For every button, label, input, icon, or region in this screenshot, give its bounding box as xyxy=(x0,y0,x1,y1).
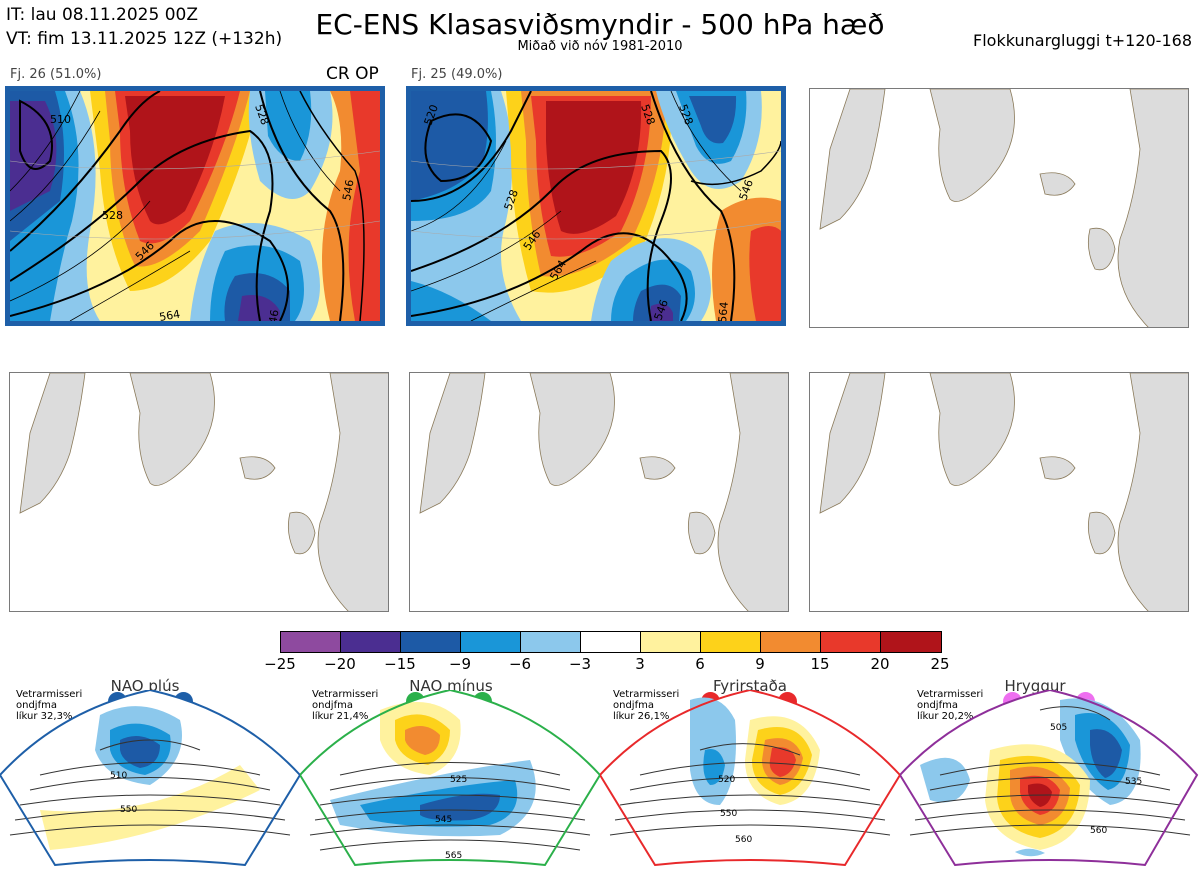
cluster-1-field: 510 528 528 546 564 546 546 546 5 xyxy=(10,91,380,321)
regime-1-contour-label: 550 xyxy=(120,805,137,815)
valid-time: VT: fim 13.11.2025 12Z (+132h) xyxy=(6,29,283,49)
colorbar-tick-label: −3 xyxy=(568,655,592,673)
colorbar-segment xyxy=(281,632,341,652)
landmass xyxy=(819,89,1188,327)
landmass xyxy=(819,373,1188,611)
cluster-1-label: Fj. 26 (51.0%) xyxy=(10,67,102,82)
cluster-1-map[interactable]: 510 528 528 546 564 546 546 546 5 xyxy=(5,86,385,326)
regime-1-title: NAO plús xyxy=(110,677,180,695)
regime-3-info-season: Vetrarmisseri xyxy=(613,689,680,700)
cluster-2-label: Fj. 25 (49.0%) xyxy=(411,67,503,82)
cluster-2-map[interactable]: 520 528 528 546 564 546 546 528 564 xyxy=(406,86,786,326)
colorbar-tick-label: −20 xyxy=(324,655,356,673)
colorbar-tick-label: 9 xyxy=(755,655,765,673)
clustering-window: Flokkunargluggi t+120-168 xyxy=(973,31,1192,50)
regime-4-contour-label: 535 xyxy=(1125,777,1142,787)
colorbar-segment xyxy=(761,632,821,652)
landmass xyxy=(419,373,788,611)
cluster-2-contour-label: 546 xyxy=(652,298,671,321)
regime-1-info-probability: líkur 32,3% xyxy=(16,711,73,722)
regime-1-contour-label: 510 xyxy=(110,771,127,781)
regime-4-map: 505 535 560 xyxy=(900,690,1199,867)
empty-map-2 xyxy=(9,372,389,612)
colorbar-tick-label: 6 xyxy=(695,655,705,673)
page-subtitle: Miðað við nóv 1981-2010 xyxy=(517,39,683,54)
regime-3-map: 520 550 560 xyxy=(600,690,902,867)
regime-1-info-season: Vetrarmisseri xyxy=(16,689,83,700)
colorbar-tick-label: 20 xyxy=(870,655,890,673)
regime-4-info-probability: líkur 20,2% xyxy=(917,711,974,722)
colorbar-segment xyxy=(641,632,701,652)
regime-2-contour-label: 565 xyxy=(445,851,462,861)
regime-3-info: Vetrarmisseri ondjfma líkur 26,1% xyxy=(613,689,679,722)
regime-2-title: NAO mínus xyxy=(409,677,493,695)
regime-3-info-probability: líkur 26,1% xyxy=(613,711,670,722)
cluster-1-contour-label: 546 xyxy=(340,179,356,202)
colorbar-segment xyxy=(821,632,881,652)
cluster-2-contour-label: 564 xyxy=(716,301,731,321)
colorbar-tick-label: −6 xyxy=(508,655,532,673)
empty-map-4 xyxy=(809,372,1189,612)
regime-4-contour-label: 505 xyxy=(1050,723,1067,733)
cluster-2-field: 520 528 528 546 564 546 546 528 564 xyxy=(411,91,781,321)
empty-map-1 xyxy=(809,88,1189,328)
init-time: IT: lau 08.11.2025 00Z xyxy=(6,5,198,25)
regime-3-contour-label: 520 xyxy=(718,775,735,785)
colorbar-segment xyxy=(341,632,401,652)
cluster-1-contour-label: 564 xyxy=(158,308,181,321)
cluster-1-contour-label: 546 xyxy=(265,309,281,321)
colorbar-segment xyxy=(581,632,641,652)
colorbar-tick-label: 25 xyxy=(930,655,950,673)
regime-3-info-months: ondjfma xyxy=(613,700,654,711)
regime-4-info: Vetrarmisseri ondjfma líkur 20,2% xyxy=(917,689,983,722)
anomaly-colorbar xyxy=(280,631,942,653)
regime-2-info-probability: líkur 21,4% xyxy=(312,711,369,722)
regime-3-title: Fyrirstaða xyxy=(713,677,787,695)
regime-4-contour-label: 560 xyxy=(1090,826,1107,836)
cluster-1-contour-label: 528 xyxy=(102,209,123,222)
regime-3-contour-label: 550 xyxy=(720,809,737,819)
colorbar-tick-label: 3 xyxy=(635,655,645,673)
regime-1-info: Vetrarmisseri ondjfma líkur 32,3% xyxy=(16,689,82,722)
regime-2-info-season: Vetrarmisseri xyxy=(312,689,379,700)
colorbar-segment xyxy=(461,632,521,652)
colorbar-segment xyxy=(521,632,581,652)
colorbar-segment xyxy=(881,632,941,652)
regime-2-info: Vetrarmisseri ondjfma líkur 21,4% xyxy=(312,689,378,722)
cluster-1-tag: CR OP xyxy=(326,64,379,84)
page-title: EC-ENS Klasasviðsmyndir - 500 hPa hæð xyxy=(315,8,885,41)
regime-2-contour-label: 545 xyxy=(435,815,452,825)
regime-2-map: 525 545 565 xyxy=(300,690,602,867)
colorbar-tick-label: 15 xyxy=(810,655,830,673)
regime-1-info-months: ondjfma xyxy=(16,700,57,711)
empty-map-3 xyxy=(409,372,789,612)
cluster-1-contour-label: 510 xyxy=(50,113,71,126)
colorbar-segment xyxy=(401,632,461,652)
regime-4-info-months: ondjfma xyxy=(917,700,958,711)
landmass xyxy=(19,373,388,611)
regime-2-info-months: ondjfma xyxy=(312,700,353,711)
regime-2-contour-label: 525 xyxy=(450,775,467,785)
regime-3-contour-label: 560 xyxy=(735,835,752,845)
regime-4-info-season: Vetrarmisseri xyxy=(917,689,984,700)
colorbar-segment xyxy=(701,632,761,652)
regime-1-map: 510 550 xyxy=(0,690,302,867)
colorbar-tick-label: −15 xyxy=(384,655,416,673)
colorbar-tick-label: −25 xyxy=(264,655,296,673)
colorbar-tick-label: −9 xyxy=(448,655,472,673)
